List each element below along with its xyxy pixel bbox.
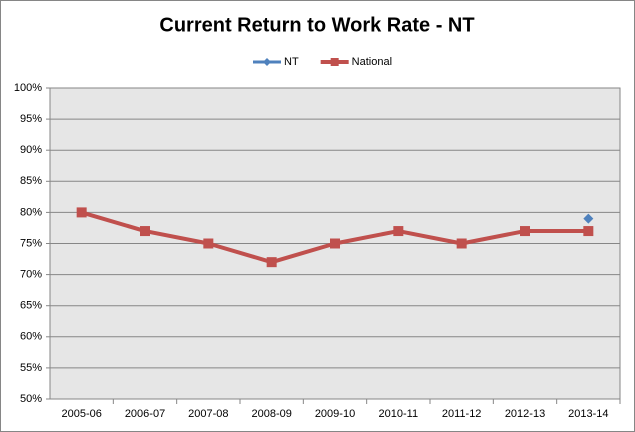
- data-point: [140, 226, 150, 237]
- data-point: [330, 238, 340, 249]
- x-tick-label: 2008-09: [251, 408, 291, 420]
- y-tick-label: 55%: [20, 362, 42, 374]
- x-tick-label: 2011-12: [442, 408, 482, 420]
- x-tick-label: 2013-14: [568, 408, 608, 420]
- legend-marker: [330, 58, 339, 66]
- data-point: [456, 238, 467, 249]
- y-tick-label: 75%: [20, 237, 42, 249]
- y-tick-label: 65%: [20, 300, 42, 312]
- data-point: [76, 207, 87, 218]
- y-tick-label: 85%: [20, 175, 42, 187]
- x-tick-label: 2005-06: [61, 408, 101, 420]
- data-point: [203, 238, 214, 249]
- y-tick-label: 100%: [14, 82, 42, 94]
- x-tick-label: 2012-13: [505, 408, 545, 420]
- data-point: [520, 226, 530, 237]
- y-tick-label: 95%: [20, 113, 42, 125]
- data-point: [583, 213, 594, 224]
- legend-label: National: [352, 56, 392, 68]
- x-tick-label: 2007-08: [188, 408, 228, 420]
- y-tick-label: 70%: [20, 269, 42, 281]
- y-tick-label: 60%: [20, 331, 42, 343]
- y-tick-label: 50%: [20, 393, 42, 405]
- x-tick-label: 2010-11: [379, 408, 419, 420]
- chart-title: Current Return to Work Rate - NT: [159, 14, 474, 36]
- y-tick-label: 80%: [20, 206, 42, 218]
- y-tick-label: 90%: [20, 144, 42, 156]
- data-point: [393, 226, 404, 237]
- data-point: [266, 257, 277, 268]
- legend-label: NT: [284, 56, 299, 68]
- x-tick-label: 2006-07: [125, 408, 165, 420]
- x-tick-label: 2009-10: [315, 408, 355, 420]
- legend-marker: [263, 58, 271, 66]
- data-point: [583, 226, 594, 237]
